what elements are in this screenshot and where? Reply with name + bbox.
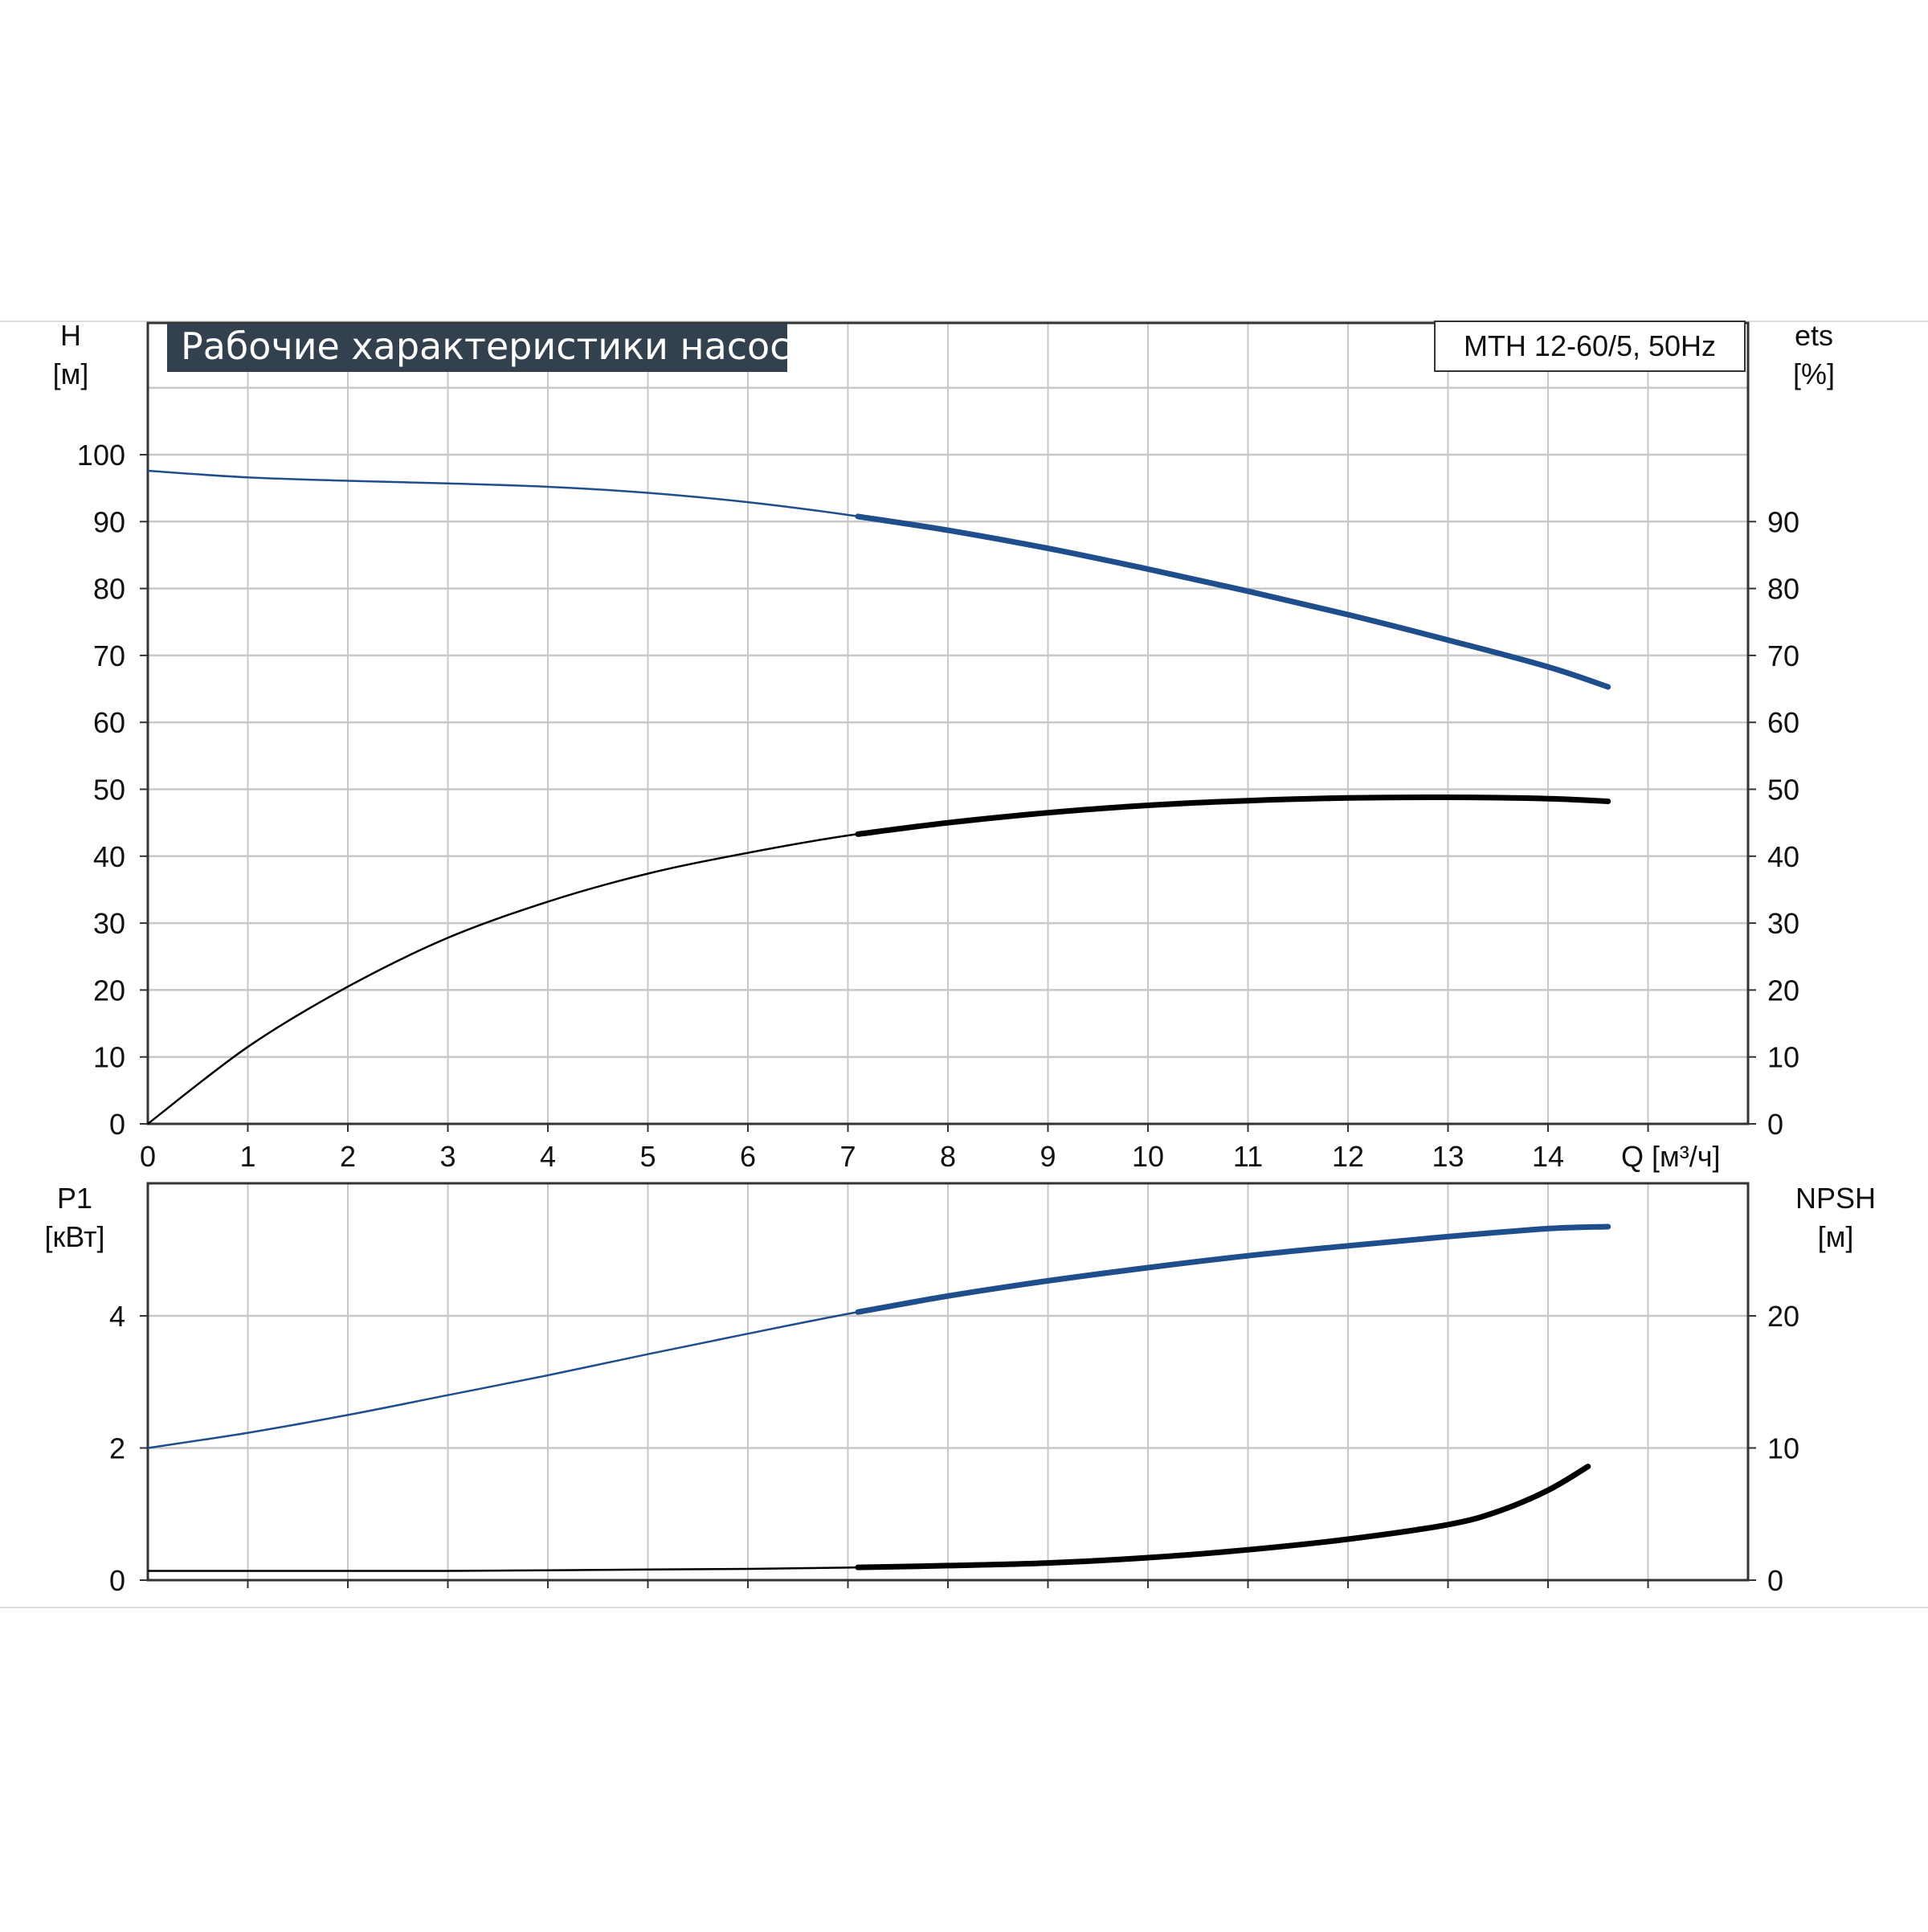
y-axis-left-title-bottom-line2: [кВт]: [44, 1220, 104, 1253]
y-tick-label-right-top: 0: [1767, 1108, 1783, 1141]
x-tick-label: 2: [340, 1140, 356, 1173]
y-tick-label-right-bottom: 20: [1767, 1300, 1799, 1333]
y-tick-label-left-top: 90: [93, 505, 125, 538]
y-tick-label-right-top: 20: [1767, 974, 1799, 1007]
npsh-curve-bold: [855, 1464, 1591, 1571]
y-axis-left-title-bottom-line1: P1: [57, 1182, 92, 1215]
x-tick-label: 11: [1233, 1140, 1263, 1173]
grid-lines: [148, 323, 1748, 1580]
y-tick-label-left-top: 50: [93, 774, 125, 807]
y-tick-label-left-bottom: 0: [109, 1564, 125, 1597]
x-tick-label: 13: [1432, 1140, 1464, 1173]
y-tick-label-left-top: 30: [93, 907, 125, 940]
y-tick-label-left-top: 10: [93, 1041, 125, 1074]
y-axis-left-title-top-line2: [м]: [53, 357, 89, 390]
y-tick-label-right-top: 40: [1767, 840, 1799, 873]
title-background: [167, 324, 787, 372]
power-p1-curve-bold: [855, 1223, 1611, 1315]
efficiency-curve-thin: [147, 796, 1608, 1125]
head-curve-bold: [855, 513, 1611, 690]
y-axis-right-title-bottom-line2: [м]: [1818, 1220, 1854, 1253]
y-tick-label-right-top: 60: [1767, 706, 1799, 739]
y-tick-label-left-top: 60: [93, 706, 125, 739]
title-banner: Рабочие характеристики насоса: [167, 324, 813, 372]
y-axis-left-title-top-line1: H: [60, 319, 81, 352]
y-tick-label-right-top: 80: [1767, 573, 1799, 606]
x-tick-label: 6: [740, 1140, 756, 1173]
y-tick-label-right-top: 70: [1767, 639, 1799, 672]
model-label-frame: [1434, 321, 1746, 372]
y-axis-right-title-top-line2: [%]: [1793, 357, 1835, 390]
x-tick-label: 5: [639, 1140, 656, 1173]
y-tick-label-left-top: 40: [93, 840, 125, 873]
power-p1-curve-thin: [147, 1225, 1608, 1449]
x-tick-label: 1: [239, 1140, 255, 1173]
x-tick-label: 8: [940, 1140, 956, 1173]
y-tick-label-right-top: 50: [1767, 774, 1799, 807]
curves: [147, 469, 1611, 1572]
y-tick-label-right-bottom: 0: [1767, 1564, 1783, 1597]
efficiency-curve-bold: [855, 794, 1611, 837]
y-tick-label-right-top: 10: [1767, 1041, 1799, 1074]
y-tick-label-left-bottom: 2: [109, 1432, 125, 1465]
x-tick-label: 7: [839, 1140, 856, 1173]
y-tick-label-left-top: 70: [93, 639, 125, 672]
tick-labels: 0 1 2 3 4 5 6 7 8 9 10 11 12 13 1401020304050607080901…: [77, 439, 1799, 1597]
y-axis-right-title-top-line1: ets: [1795, 319, 1833, 352]
x-tick-label: 4: [540, 1140, 556, 1173]
x-tick-label: 12: [1332, 1140, 1364, 1173]
x-tick-label: 10: [1132, 1140, 1164, 1173]
y-axis-right-title-bottom-line1: NPSH: [1795, 1182, 1876, 1215]
model-label-box: MTH 12-60/5, 50Hz: [1434, 321, 1746, 372]
y-tick-label-right-bottom: 10: [1767, 1432, 1799, 1465]
y-tick-label-left-top: 100: [77, 439, 125, 472]
x-tick-label: 14: [1532, 1140, 1564, 1173]
npsh-curve-thin: [147, 1465, 1589, 1572]
chart-title: Рабочие характеристики насоса: [181, 325, 813, 368]
y-tick-label-left-bottom: 4: [109, 1300, 125, 1333]
x-axis-title: Q [м³/ч]: [1621, 1140, 1721, 1173]
x-tick-label: 9: [1040, 1140, 1056, 1173]
y-tick-label-right-top: 30: [1767, 907, 1799, 940]
y-tick-label-left-top: 20: [93, 974, 125, 1007]
page-separators: [0, 321, 1928, 1608]
y-tick-label-left-top: 80: [93, 573, 125, 606]
plot-frames: [140, 321, 1756, 1588]
model-label: MTH 12-60/5, 50Hz: [1464, 329, 1716, 362]
x-tick-label: 0: [140, 1140, 156, 1173]
y-tick-label-left-top: 0: [109, 1108, 125, 1141]
x-tick-label: 3: [439, 1140, 455, 1173]
y-tick-label-right-top: 90: [1767, 505, 1799, 538]
